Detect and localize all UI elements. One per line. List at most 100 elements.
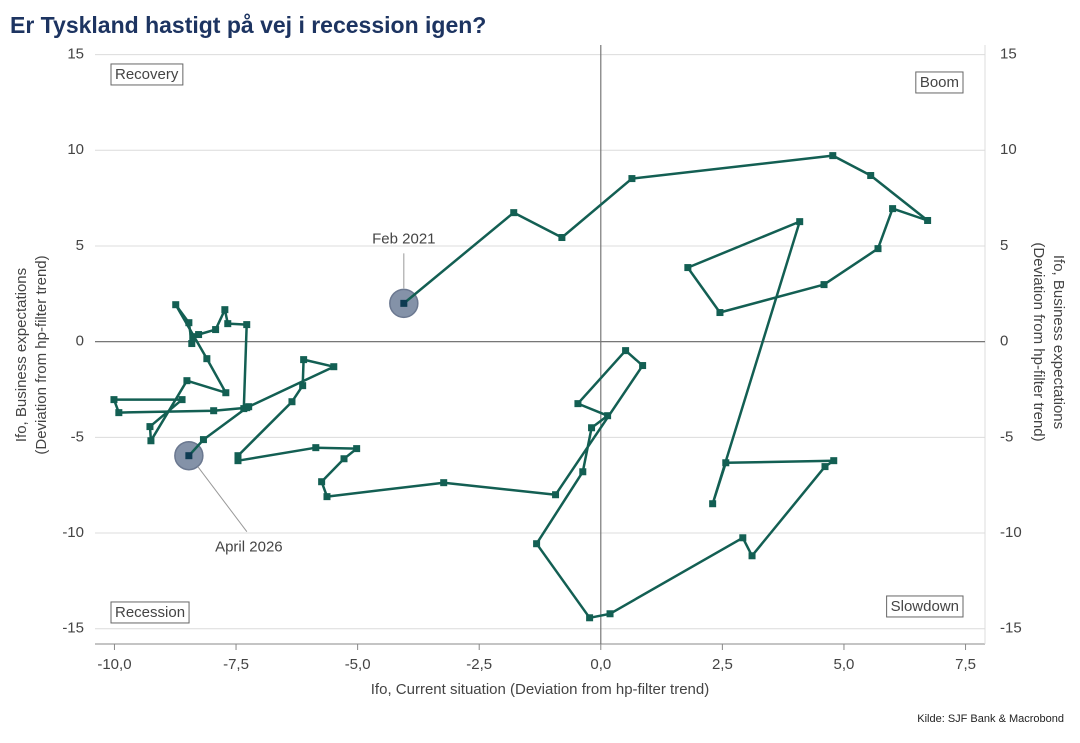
y2-tick-label: 5 (1000, 237, 1008, 254)
point (867, 172, 875, 180)
point (199, 436, 207, 444)
quadrant-label: Boom (920, 74, 959, 91)
point (203, 355, 211, 363)
y-tick-label: -5 (71, 428, 84, 445)
point (874, 245, 882, 253)
point (889, 205, 897, 213)
x-tick-label: -5,0 (345, 656, 371, 673)
point (299, 382, 307, 390)
point (574, 400, 582, 408)
point (604, 412, 612, 420)
point (579, 468, 587, 476)
x-tick-label: -10,0 (97, 656, 131, 673)
quadrant-box (886, 595, 964, 618)
x-tick-label: 2,5 (712, 656, 733, 673)
quadrant-label: Recovery (115, 66, 179, 83)
point (748, 552, 756, 560)
point (639, 362, 647, 370)
point (924, 216, 932, 224)
x-tick-label: -2,5 (466, 656, 492, 673)
point (588, 424, 596, 432)
y-tick-label: 0 (76, 333, 84, 350)
annotation: Feb 2021 (372, 230, 435, 247)
x-tick-label: 0,0 (590, 656, 611, 673)
point (212, 326, 220, 334)
point (110, 396, 118, 404)
y2-tick-label: 15 (1000, 46, 1017, 63)
quadrant-label: Recession (115, 604, 185, 621)
y-tick-label: -15 (62, 620, 84, 637)
y-axis-title: (Deviation from hp-filter trend) (33, 255, 50, 454)
point (234, 452, 242, 460)
point (185, 452, 193, 460)
y2-tick-label: -15 (1000, 620, 1022, 637)
point (185, 319, 193, 327)
x-tick-label: 5,0 (834, 656, 855, 673)
y2-axis-title: (Deviation from hp-filter trend) (1030, 242, 1047, 441)
point (628, 175, 636, 183)
y-tick-label: 10 (67, 141, 84, 158)
point (183, 377, 191, 385)
series-line (112, 154, 929, 620)
point (552, 491, 560, 499)
point (172, 301, 180, 309)
y2-axis-title: Ifo, Business expectations (1050, 255, 1067, 429)
point (221, 306, 229, 314)
point (300, 356, 308, 364)
quadrant-label: Slowdown (891, 598, 959, 615)
point (330, 363, 338, 371)
point (222, 389, 230, 397)
quadrant-box (915, 71, 964, 94)
point (830, 457, 838, 465)
point (224, 320, 232, 328)
annotation: April 2026 (215, 539, 283, 556)
point (115, 409, 123, 417)
point (684, 264, 692, 272)
point (318, 478, 326, 486)
point (353, 445, 361, 453)
chart-title: Er Tyskland hastigt på vej i recession i… (10, 12, 486, 38)
point (586, 614, 594, 622)
point (510, 209, 518, 217)
point (739, 534, 747, 542)
point (147, 437, 155, 445)
point (243, 321, 251, 329)
point (533, 540, 541, 548)
point (622, 347, 630, 355)
point (178, 396, 186, 404)
point (400, 299, 408, 307)
point (189, 333, 197, 341)
y2-tick-label: -5 (1000, 428, 1013, 445)
y2-tick-label: 0 (1000, 333, 1008, 350)
point (821, 463, 829, 471)
point (829, 152, 837, 160)
point (288, 398, 296, 406)
point (820, 281, 828, 289)
point (188, 340, 196, 348)
y-axis-title: Ifo, Business expectations (13, 268, 30, 442)
y-tick-label: 5 (76, 237, 84, 254)
y2-tick-label: 10 (1000, 141, 1017, 158)
point (146, 423, 154, 431)
point (796, 218, 804, 226)
quadrant-box (110, 601, 190, 624)
point (716, 309, 724, 317)
y-tick-label: -10 (62, 524, 84, 541)
y2-tick-label: -10 (1000, 524, 1022, 541)
y-tick-label: 15 (67, 46, 84, 63)
x-axis-title: Ifo, Current situation (Deviation from h… (371, 681, 709, 698)
point (210, 407, 218, 415)
leader-end (197, 466, 248, 532)
x-tick-label: 7,5 (955, 656, 976, 673)
x-tick-label: -7,5 (223, 656, 249, 673)
point (234, 457, 242, 465)
point (558, 234, 566, 242)
point (312, 444, 320, 452)
point (709, 500, 717, 508)
point (440, 479, 448, 487)
point (195, 331, 203, 339)
point (323, 493, 331, 501)
point (606, 610, 614, 618)
source: Kilde: SJF Bank & Macrobond (917, 713, 1064, 725)
